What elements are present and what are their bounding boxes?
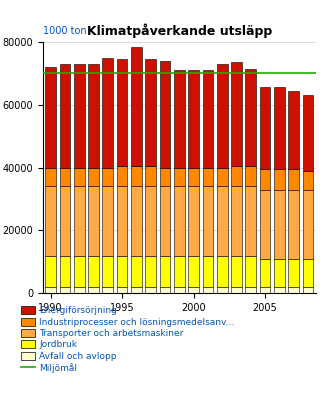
Bar	[245, 186, 256, 256]
Bar	[74, 64, 85, 168]
Bar	[188, 70, 199, 168]
Bar	[203, 186, 213, 256]
Bar	[45, 287, 56, 293]
Bar	[45, 168, 56, 186]
Bar	[102, 168, 113, 186]
Bar	[74, 287, 85, 293]
Bar	[160, 256, 170, 287]
Bar	[203, 287, 213, 293]
Bar	[117, 166, 127, 186]
Title: Klimatpåverkande utsläpp: Klimatpåverkande utsläpp	[87, 23, 272, 38]
Bar	[245, 287, 256, 293]
Bar	[45, 186, 56, 256]
Bar	[174, 70, 185, 168]
Bar	[145, 59, 156, 166]
Bar	[231, 166, 242, 186]
Bar	[217, 186, 228, 256]
Text: 1000 ton: 1000 ton	[43, 26, 87, 36]
Bar	[188, 287, 199, 293]
Bar	[45, 256, 56, 287]
Bar	[160, 287, 170, 293]
Bar	[74, 186, 85, 256]
Bar	[260, 259, 270, 287]
Bar	[145, 287, 156, 293]
Bar	[88, 186, 99, 256]
Bar	[231, 186, 242, 256]
Bar	[160, 186, 170, 256]
Bar	[260, 169, 270, 189]
Bar	[74, 168, 85, 186]
Bar	[102, 186, 113, 256]
Bar	[188, 256, 199, 287]
Bar	[260, 189, 270, 259]
Bar	[274, 287, 285, 293]
Bar	[117, 186, 127, 256]
Bar	[174, 256, 185, 287]
Bar	[117, 59, 127, 166]
Bar	[303, 259, 313, 287]
Bar	[203, 168, 213, 186]
Bar	[245, 69, 256, 166]
Bar	[60, 168, 70, 186]
Bar	[160, 61, 170, 168]
Bar	[102, 287, 113, 293]
Bar	[88, 168, 99, 186]
Bar	[217, 168, 228, 186]
Bar	[45, 67, 56, 168]
Bar	[60, 186, 70, 256]
Bar	[145, 186, 156, 256]
Bar	[303, 95, 313, 171]
Bar	[145, 256, 156, 287]
Bar	[274, 259, 285, 287]
Bar	[174, 168, 185, 186]
Bar	[245, 166, 256, 186]
Bar	[288, 91, 299, 169]
Bar	[145, 166, 156, 186]
Legend: Energiförsörjning, Industriprocesser och lösningsmedelsanv..., Transporter och a: Energiförsörjning, Industriprocesser och…	[21, 306, 234, 373]
Bar	[131, 186, 142, 256]
Bar	[260, 287, 270, 293]
Bar	[131, 166, 142, 186]
Bar	[231, 287, 242, 293]
Bar	[203, 70, 213, 168]
Bar	[174, 287, 185, 293]
Bar	[288, 287, 299, 293]
Bar	[102, 57, 113, 168]
Bar	[231, 62, 242, 166]
Bar	[60, 287, 70, 293]
Bar	[131, 287, 142, 293]
Bar	[288, 259, 299, 287]
Bar	[60, 256, 70, 287]
Bar	[260, 88, 270, 169]
Bar	[274, 189, 285, 259]
Bar	[88, 287, 99, 293]
Bar	[88, 256, 99, 287]
Bar	[303, 287, 313, 293]
Bar	[245, 256, 256, 287]
Bar	[117, 287, 127, 293]
Bar	[274, 88, 285, 169]
Bar	[217, 256, 228, 287]
Bar	[217, 64, 228, 168]
Bar	[174, 186, 185, 256]
Bar	[88, 64, 99, 168]
Bar	[303, 171, 313, 189]
Bar	[274, 169, 285, 189]
Bar	[203, 256, 213, 287]
Bar	[188, 186, 199, 256]
Bar	[131, 256, 142, 287]
Bar	[102, 256, 113, 287]
Bar	[60, 64, 70, 168]
Bar	[231, 256, 242, 287]
Bar	[288, 189, 299, 259]
Bar	[74, 256, 85, 287]
Bar	[188, 168, 199, 186]
Bar	[303, 189, 313, 259]
Bar	[160, 168, 170, 186]
Bar	[217, 287, 228, 293]
Bar	[117, 256, 127, 287]
Bar	[288, 169, 299, 189]
Bar	[131, 47, 142, 166]
